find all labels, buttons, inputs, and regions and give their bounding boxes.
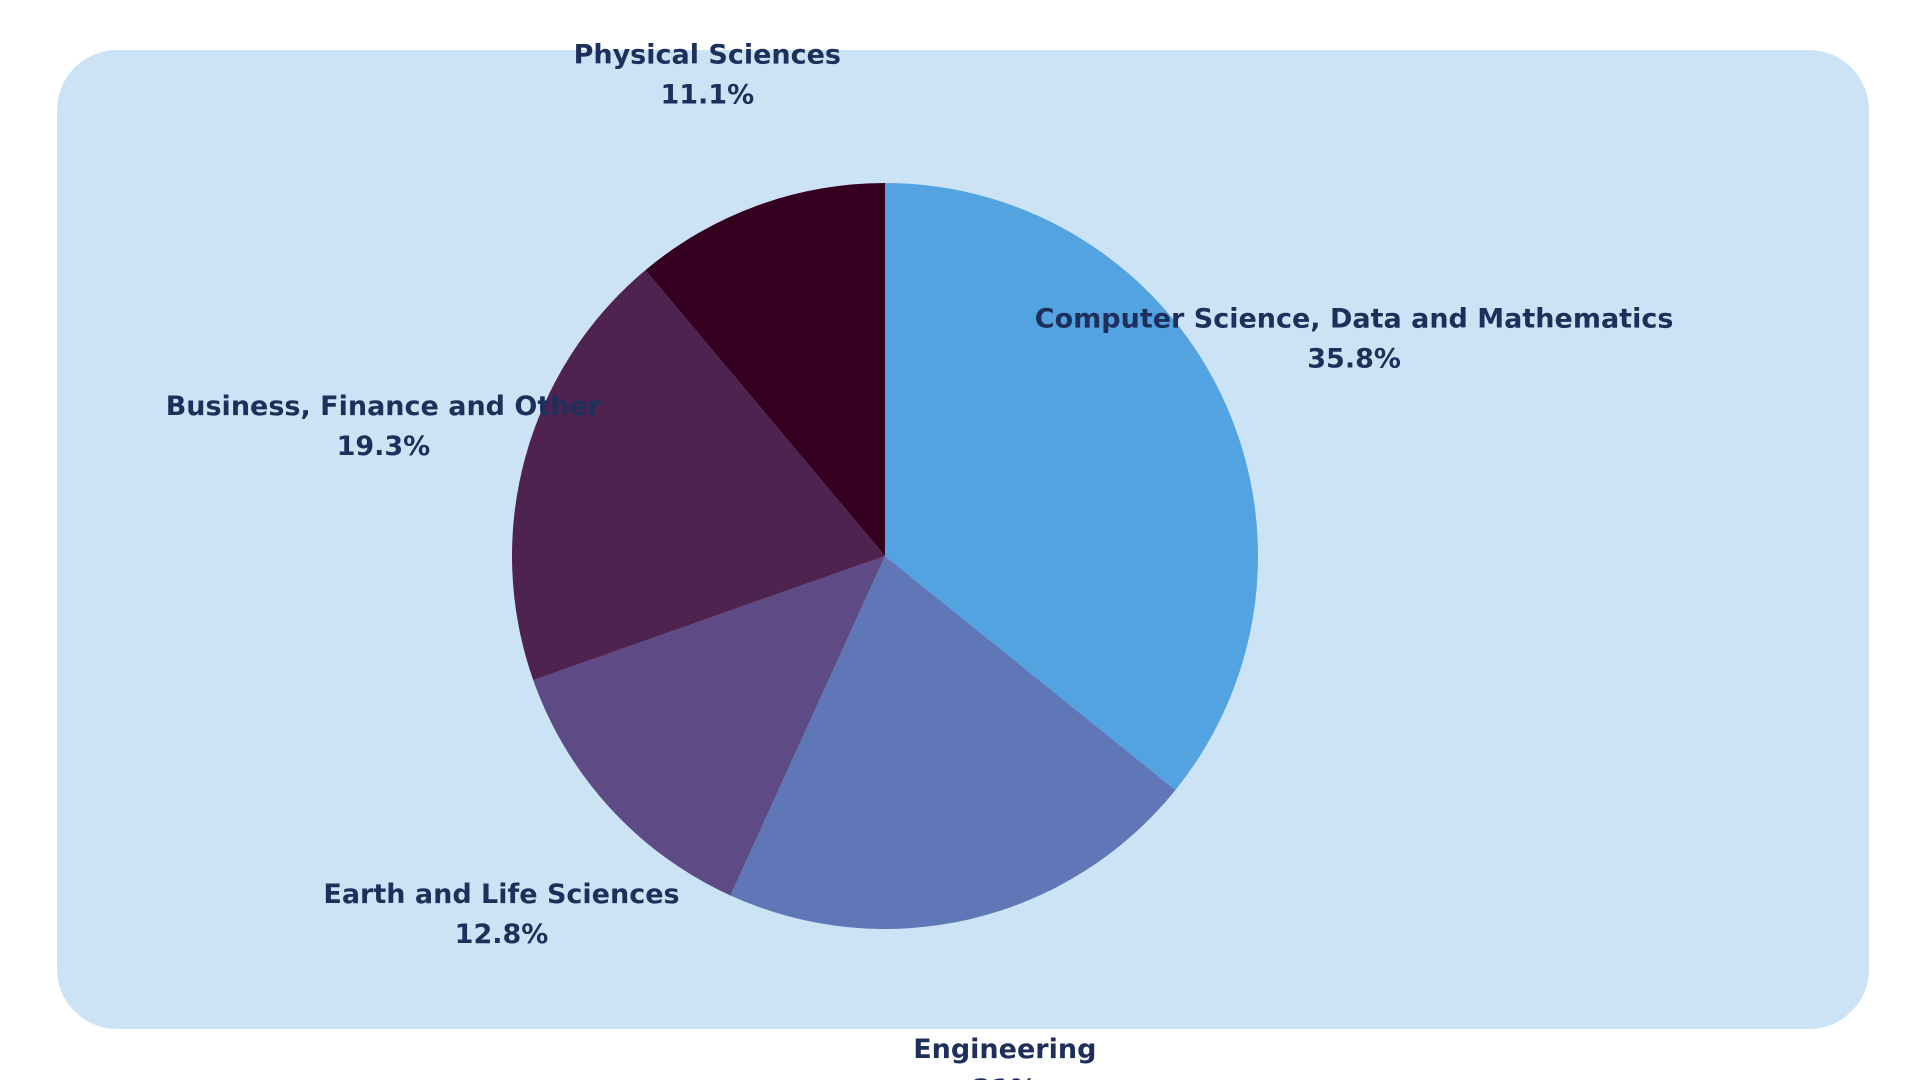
pie-slice-computer-science-data-and-mathematics xyxy=(885,183,1259,791)
pie-slices xyxy=(511,183,1259,930)
pie-slice-business-finance-and-other xyxy=(511,270,885,681)
pie-slice-physical-sciences xyxy=(645,183,885,556)
slice-label-earth-and-life-sciences: Earth and Life Sciences xyxy=(323,879,679,910)
slice-value-computer-science-data-and-mathematics: 35.8% xyxy=(1307,344,1401,375)
pie-labels: Computer Science, Data and Mathematics 35… xyxy=(166,39,1674,1080)
slice-label-business-finance-and-other: Business, Finance and Other xyxy=(166,391,602,422)
slice-value-physical-sciences: 11.1% xyxy=(660,79,754,110)
slice-value-earth-and-life-sciences: 12.8% xyxy=(455,919,549,950)
slice-value-business-finance-and-other: 19.3% xyxy=(337,431,431,462)
pie-slice-engineering xyxy=(730,556,1176,930)
slice-label-engineering: Engineering xyxy=(913,1034,1096,1065)
slice-label-computer-science-data-and-mathematics: Computer Science, Data and Mathematics xyxy=(1035,304,1674,335)
slice-value-engineering: 21% xyxy=(972,1074,1037,1080)
pie-slice-earth-and-life-sciences xyxy=(533,556,885,896)
slice-label-physical-sciences: Physical Sciences xyxy=(574,39,841,70)
